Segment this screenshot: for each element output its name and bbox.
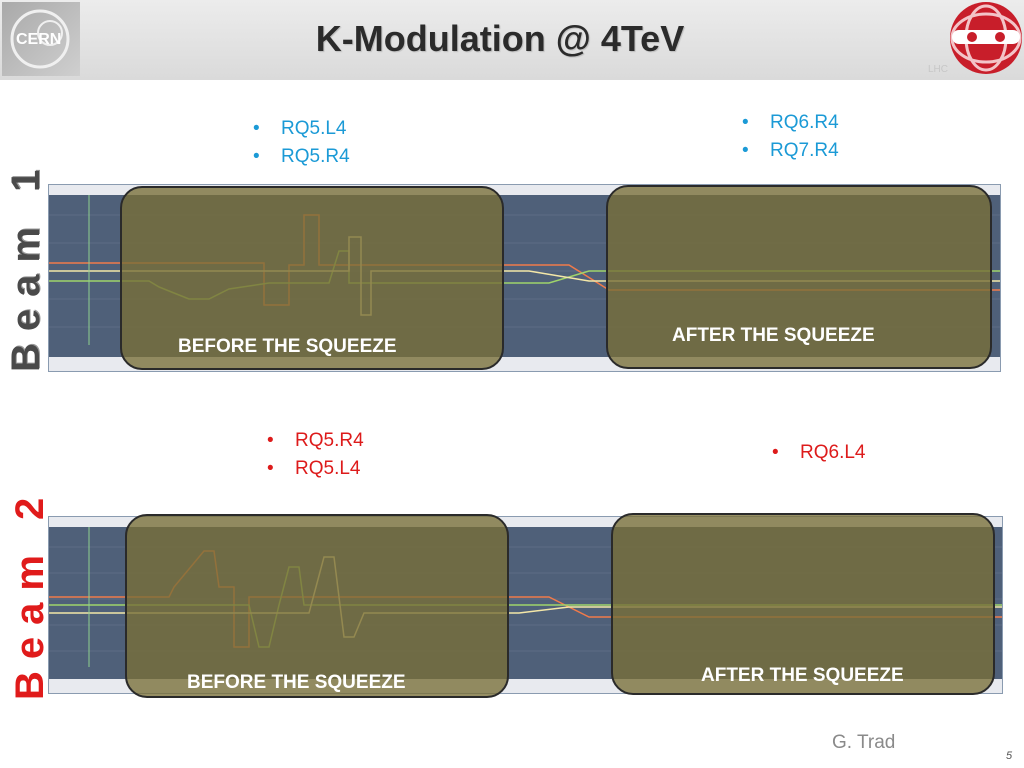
lhc-logo [938,0,1024,80]
bullet-text: RQ6.L4 [800,442,866,463]
list-item: • RQ5.R4 [267,430,364,451]
bullet-text: RQ6.R4 [770,112,839,133]
list-item: • RQ5.L4 [267,458,361,479]
cern-logo: CERN [2,2,80,76]
bullet-text: RQ5.R4 [295,430,364,451]
beam2-label: Beam 2 [8,485,52,700]
page-number: 5 [1006,750,1013,762]
list-item: • RQ6.L4 [772,442,866,463]
beam2-before-overlay: BEFORE THE SQUEEZE [125,514,509,698]
chart-header-bar [49,185,1000,195]
list-item: • RQ6.R4 [742,112,839,133]
beam2-bullets-left: • RQ5.R4 • RQ5.L4 [267,427,364,483]
list-item: • RQ5.L4 [253,118,347,139]
beam2-after-overlay: AFTER THE SQUEEZE [611,513,995,695]
beam1-before-overlay: BEFORE THE SQUEEZE [120,186,504,370]
beam2-bullets-right: • RQ6.L4 [772,439,865,467]
page-title: K-Modulation @ 4TeV [315,18,685,59]
beam2-after-label: AFTER THE SQUEEZE [701,665,904,686]
beam1-after-label: AFTER THE SQUEEZE [672,325,875,346]
list-item: • RQ7.R4 [742,140,839,161]
beam1-label: Beam 1 [4,157,48,372]
lhc-logo-icon [950,2,1022,74]
slide-header: CERN K-Modulation @ 4TeV LHC [0,0,1024,80]
lhc-logo-text: LHC [928,64,949,75]
list-item: • RQ5.R4 [253,146,350,167]
beam2-before-label: BEFORE THE SQUEEZE [187,672,406,693]
bullet-text: RQ5.R4 [281,146,350,167]
beam1-bullets-left: • RQ5.L4 • RQ5.R4 [253,115,350,171]
bullet-text: RQ5.L4 [295,458,361,479]
author-name: G. Trad [832,732,896,753]
cern-logo-icon: CERN [10,9,70,69]
beam1-after-overlay: AFTER THE SQUEEZE [606,185,992,369]
bullet-text: RQ5.L4 [281,118,347,139]
bullet-text: RQ7.R4 [770,140,839,161]
chart-header-bar [49,517,1002,527]
beam1-before-label: BEFORE THE SQUEEZE [178,336,397,357]
beam1-bullets-right: • RQ6.R4 • RQ7.R4 [742,109,839,165]
cern-logo-text: CERN [16,31,61,48]
